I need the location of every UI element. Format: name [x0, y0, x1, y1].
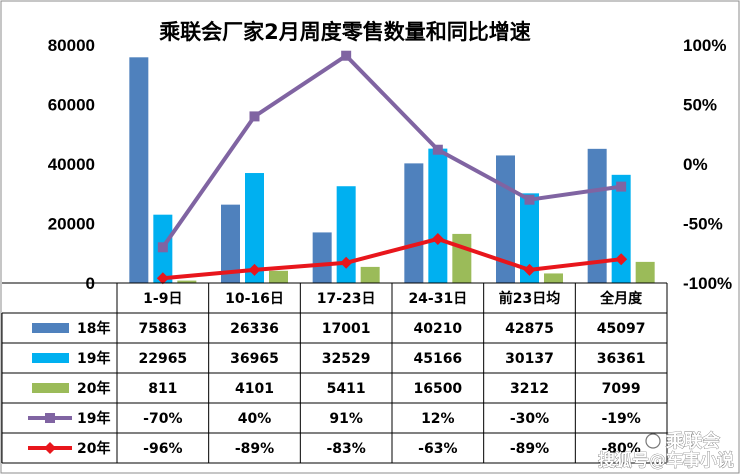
y-left-tick-label: 20000	[48, 215, 95, 234]
point-19年-0-2	[341, 50, 352, 61]
y-right-tick-label: 100%	[683, 36, 726, 55]
bar-20年-1	[269, 270, 288, 283]
table-cell: -30%	[510, 411, 549, 427]
y-right-tick-label: -100%	[683, 274, 732, 293]
point-19年-0-5	[616, 181, 627, 192]
table-cell: -80%	[602, 441, 641, 457]
point-19年-0-4	[524, 194, 535, 205]
legend-label-2: 20年	[77, 380, 110, 397]
table-cell: 40210	[413, 321, 462, 337]
legend-label-1: 19年	[77, 350, 110, 367]
y-right-axis: 100% 50% 0% -50% -100%	[683, 36, 732, 293]
line-20年-1	[162, 236, 622, 281]
bar-18年-2	[312, 232, 332, 283]
bar-20年-3	[452, 233, 472, 283]
table-cell: 45097	[597, 321, 646, 337]
table-cell: 32529	[322, 351, 371, 367]
watermark-line1: 乘联会	[665, 430, 720, 452]
table-cell: 91%	[329, 411, 363, 427]
table-cell: 3212	[510, 381, 549, 397]
chart-title: 乘联会厂家2月周度零售数量和同比增速	[158, 20, 531, 44]
legend-marker-4	[44, 442, 56, 454]
category-label: 前23日均	[499, 290, 560, 307]
category-label: 全月度	[599, 290, 643, 307]
watermark-logo-icon	[645, 433, 661, 449]
table-cell: 30137	[505, 351, 554, 367]
table-cell: 45166	[413, 351, 462, 367]
bar-19年-4	[520, 193, 539, 283]
y-right-tick-label: 50%	[683, 96, 717, 115]
table-cell: 811	[148, 381, 177, 397]
data-table: 1-9日 10-16日 17-23日 24-31日 前23日均 全月度 18年 75863 26…	[1, 282, 668, 464]
table-cell: -83%	[327, 441, 366, 457]
legend-label-0: 18年	[77, 320, 110, 337]
legend-label-4: 20年	[77, 440, 110, 457]
table-cell: 12%	[421, 411, 455, 427]
point-20年-1-3	[431, 232, 444, 245]
legend-swatch-0	[32, 323, 69, 333]
table-cell: 36965	[230, 351, 279, 367]
point-20年-1-2	[340, 256, 353, 269]
bar-18年-0	[129, 57, 149, 284]
table-cell: 40%	[238, 411, 272, 427]
table-cell: 42875	[505, 321, 554, 337]
watermark-line2: 搜狐号@车事小说	[598, 450, 734, 471]
legend-swatch-1	[32, 353, 69, 363]
line-series	[156, 50, 628, 285]
bar-20年-5	[635, 261, 655, 283]
point-20年-1-0	[156, 272, 169, 285]
category-label: 17-23日	[317, 291, 376, 307]
table-cell: -89%	[510, 441, 549, 457]
table-cell: -89%	[235, 441, 274, 457]
y-left-tick-label: 60000	[48, 96, 95, 115]
table-cell: -19%	[602, 411, 641, 427]
legend-swatch-2	[32, 383, 69, 393]
bar-19年-3	[428, 148, 448, 283]
table-cell: 36361	[597, 351, 646, 367]
bar-19年-2	[336, 186, 356, 283]
point-19年-0-1	[249, 111, 260, 122]
y-left-tick-label: 40000	[48, 155, 95, 174]
table-cell: -96%	[143, 441, 182, 457]
y-left-tick-label: 80000	[48, 36, 95, 55]
bar-18年-5	[587, 148, 607, 283]
y-right-tick-label: 0%	[683, 155, 708, 174]
point-20年-1-4	[523, 263, 536, 276]
watermark: 乘联会 搜狐号@车事小说	[598, 430, 735, 472]
bar-series	[129, 57, 655, 284]
bar-18年-3	[404, 163, 424, 283]
bar-20年-4	[544, 273, 563, 283]
table-cell: 26336	[230, 321, 279, 337]
point-19年-0-3	[432, 144, 443, 155]
category-label: 1-9日	[143, 291, 182, 307]
table-cell: 16500	[413, 381, 462, 397]
table-cell: 22965	[138, 351, 187, 367]
bar-20年-2	[360, 266, 380, 283]
category-label: 10-16日	[225, 291, 284, 307]
category-label: 24-31日	[408, 291, 467, 307]
point-20年-1-5	[615, 253, 628, 266]
line-19年-0	[161, 53, 622, 249]
point-19年-0-0	[157, 242, 168, 253]
table-cell: 75863	[138, 321, 187, 337]
y-right-tick-label: -50%	[683, 215, 723, 234]
bar-18年-1	[221, 204, 240, 283]
point-20年-1-1	[248, 263, 261, 276]
table-cell: 5411	[327, 381, 366, 397]
bar-20年-0	[177, 280, 197, 283]
table-cell: 4101	[235, 381, 274, 397]
bar-19年-1	[245, 173, 264, 283]
legend-marker-3	[45, 413, 55, 423]
bar-19年-5	[611, 174, 631, 283]
table-cell: 7099	[602, 381, 641, 397]
table-cell: -63%	[418, 441, 457, 457]
legend-label-3: 19年	[77, 410, 110, 427]
table-cell: -70%	[143, 411, 182, 427]
table-cell: 17001	[322, 321, 371, 337]
